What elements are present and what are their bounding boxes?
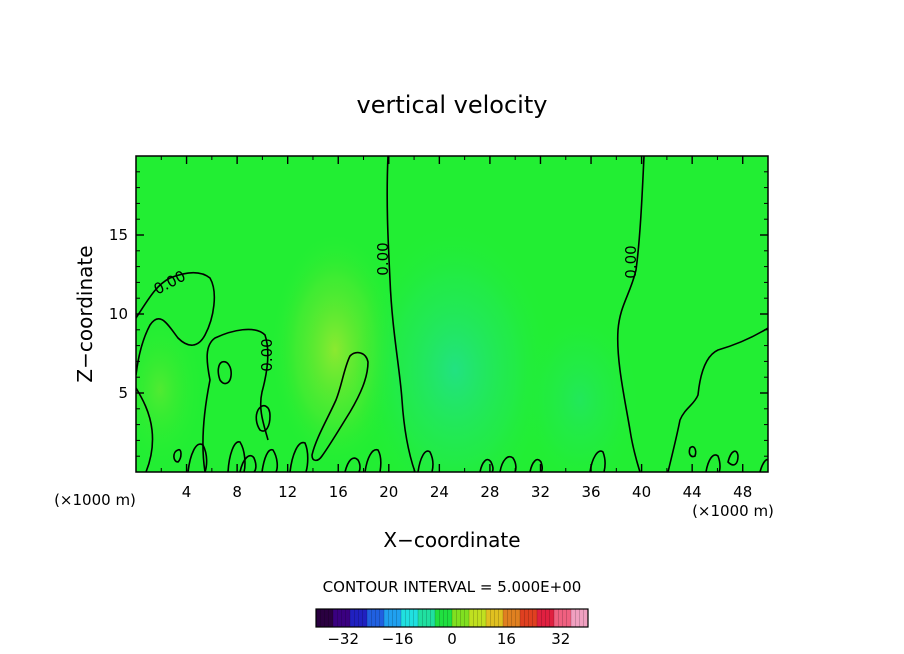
colorbar-tick-label: −16 [382,630,414,648]
x-unit-left: (×1000 m) [54,491,136,509]
y-tick-label: 5 [118,384,128,402]
contour-line [589,450,606,472]
x-tick-label: 28 [480,483,499,501]
colorbar-segment [571,609,589,627]
x-tick-label: 4 [182,483,192,501]
y-axis-label: Z−coordinate [73,245,97,382]
colorbar-tick-label: 32 [551,630,570,648]
colorbar-segment [486,609,504,627]
contour-line [202,328,269,472]
contour-line [173,448,182,463]
colorbar-segment [520,609,538,627]
weak-updraft-shading [136,310,205,470]
contour-label: 0.00 [622,245,640,278]
y-tick-label: 10 [109,305,128,323]
x-tick-label: 8 [232,483,242,501]
x-tick-label: 36 [581,483,600,501]
contour-line [667,327,768,472]
x-tick-label: 40 [632,483,651,501]
contour-line [386,156,416,472]
y-tick-label: 15 [109,226,128,244]
colorbar-segment [503,609,521,627]
contour-line [705,454,721,472]
colorbar-segment [537,609,555,627]
colorbar-segment [350,609,368,627]
contour-line [479,458,494,472]
colorbar-segment [435,609,453,627]
contour-line [364,449,382,472]
colorbar-segment [452,609,470,627]
colorbar-tick-label: −32 [327,630,359,648]
downdraft-shading [355,220,555,472]
contour-line [289,441,309,472]
contour-line [136,387,154,472]
x-unit-right: (×1000 m) [692,502,774,520]
x-tick-label: 24 [430,483,449,501]
x-axis-label: X−coordinate [383,528,520,552]
contour-line [217,360,232,385]
x-tick-label: 44 [683,483,702,501]
contour-line [261,449,279,472]
colorbar-segment [384,609,402,627]
contour-lines [136,156,768,472]
x-tick-label: 12 [278,483,297,501]
colorbar-segment [554,609,572,627]
contour-line [239,454,257,472]
colorbar-segment [418,609,436,627]
contour-line [616,156,645,472]
colorbar-segment [469,609,487,627]
x-tick-label: 32 [531,483,550,501]
colorbar-segment [367,609,385,627]
contour-line [255,404,271,432]
contour-line [727,450,739,466]
x-axis: 4 8 12 16 20 24 28 32 36 40 44 48 [160,156,752,501]
contour-line [227,441,246,472]
x-tick-label: 20 [379,483,398,501]
contour-line [311,351,369,462]
contour-line [136,271,216,376]
contour-line [529,458,543,472]
colorbar: −32 −16 0 16 32 [315,608,589,648]
colorbar-tick-label: 0 [447,630,457,648]
contour-label: 0.00 [258,338,276,371]
colorbar-frame [315,608,589,628]
colorbar-tick-label: 16 [497,630,516,648]
contour-interval-label: CONTOUR INTERVAL = 5.000E+00 [323,578,582,596]
colorbar-segment [333,609,351,627]
contour-line [499,456,517,472]
colorbar-segment [316,609,334,627]
contour-line [688,445,697,458]
contour-field: 0.00 0.00 0.00 0.00 [136,156,768,472]
contour-line [417,450,434,472]
chart-title: vertical velocity [357,91,548,119]
x-tick-label: 48 [733,483,752,501]
contour-line [187,443,208,472]
y-axis: 5 10 15 [109,171,768,457]
contour-label: 0.00 [374,242,392,275]
colorbar-segment [401,609,419,627]
contour-line [344,457,361,472]
weak-downdraft-shading [520,310,640,472]
x-tick-label: 16 [329,483,348,501]
